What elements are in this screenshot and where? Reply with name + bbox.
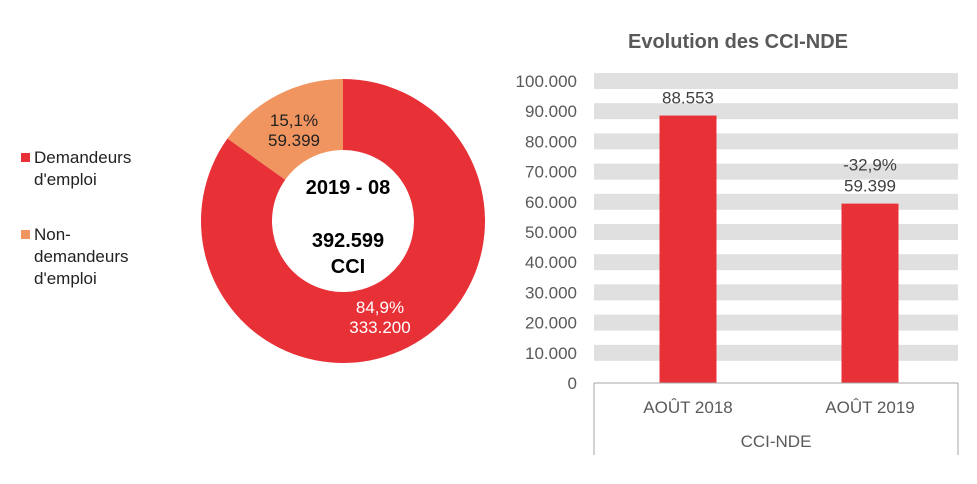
donut-center-total: 392.599 <box>312 230 384 252</box>
legend-label: Non- <box>34 225 71 244</box>
slice-percent-label: 84,9% <box>356 298 404 317</box>
bar-data-label: -32,9% <box>843 156 897 175</box>
grid-band <box>594 103 958 120</box>
slice-value-label: 59.399 <box>268 131 320 150</box>
grid-band <box>594 344 958 361</box>
bar <box>841 203 899 383</box>
x-category-label: AOÛT 2019 <box>825 398 914 417</box>
donut-slice <box>227 79 343 180</box>
grid-band <box>594 133 958 150</box>
y-tick-label: 20.000 <box>525 314 577 333</box>
y-tick-label: 60.000 <box>525 193 577 212</box>
grid-band <box>594 163 958 180</box>
legend-swatch <box>21 230 30 239</box>
donut-center-unit: CCI <box>331 256 365 278</box>
y-tick-label: 30.000 <box>525 283 577 302</box>
donut-slice <box>201 79 485 363</box>
bar-data-label: 59.399 <box>844 177 896 196</box>
donut-chart: 84,9%333.200 15,1%59.399 <box>201 79 485 363</box>
legend-label: d'emploi <box>34 269 97 288</box>
grid-band <box>594 224 958 240</box>
y-tick-label: 100.000 <box>516 72 577 91</box>
grid-band <box>594 284 958 301</box>
legend-label: demandeurs <box>34 247 129 266</box>
y-tick-label: 70.000 <box>525 163 577 182</box>
legend-swatch <box>21 153 30 162</box>
grid-band <box>594 73 958 89</box>
legend-label: Demandeurs <box>34 148 131 167</box>
bar-data-label: 88.553 <box>662 89 714 108</box>
x-category-label: AOÛT 2018 <box>643 398 732 417</box>
bar-group-label: CCI-NDE <box>741 432 812 451</box>
y-tick-label: 0 <box>568 374 577 393</box>
grid-band <box>594 254 958 271</box>
donut-legend: Demandeurs d'emploi Non-demandeurs d'emploi <box>21 148 131 288</box>
slice-value-label: 333.200 <box>349 318 410 337</box>
y-tick-label: 80.000 <box>525 132 577 151</box>
y-tick-label: 50.000 <box>525 223 577 242</box>
grid-band <box>594 193 958 210</box>
slice-percent-label: 15,1% <box>270 111 318 130</box>
grid-band <box>594 314 958 331</box>
y-tick-label: 10.000 <box>525 344 577 363</box>
donut-center-period: 2019 - 08 <box>306 177 391 199</box>
y-tick-label: 40.000 <box>525 253 577 272</box>
bar-chart-title: Evolution des CCI-NDE <box>628 31 848 53</box>
y-tick-label: 90.000 <box>525 102 577 121</box>
bar-chart: 0 10.000 20.000 30.000 40.000 50.000 60.000 70.… <box>516 72 959 455</box>
legend-label: d'emploi <box>34 170 97 189</box>
bar <box>659 115 717 383</box>
